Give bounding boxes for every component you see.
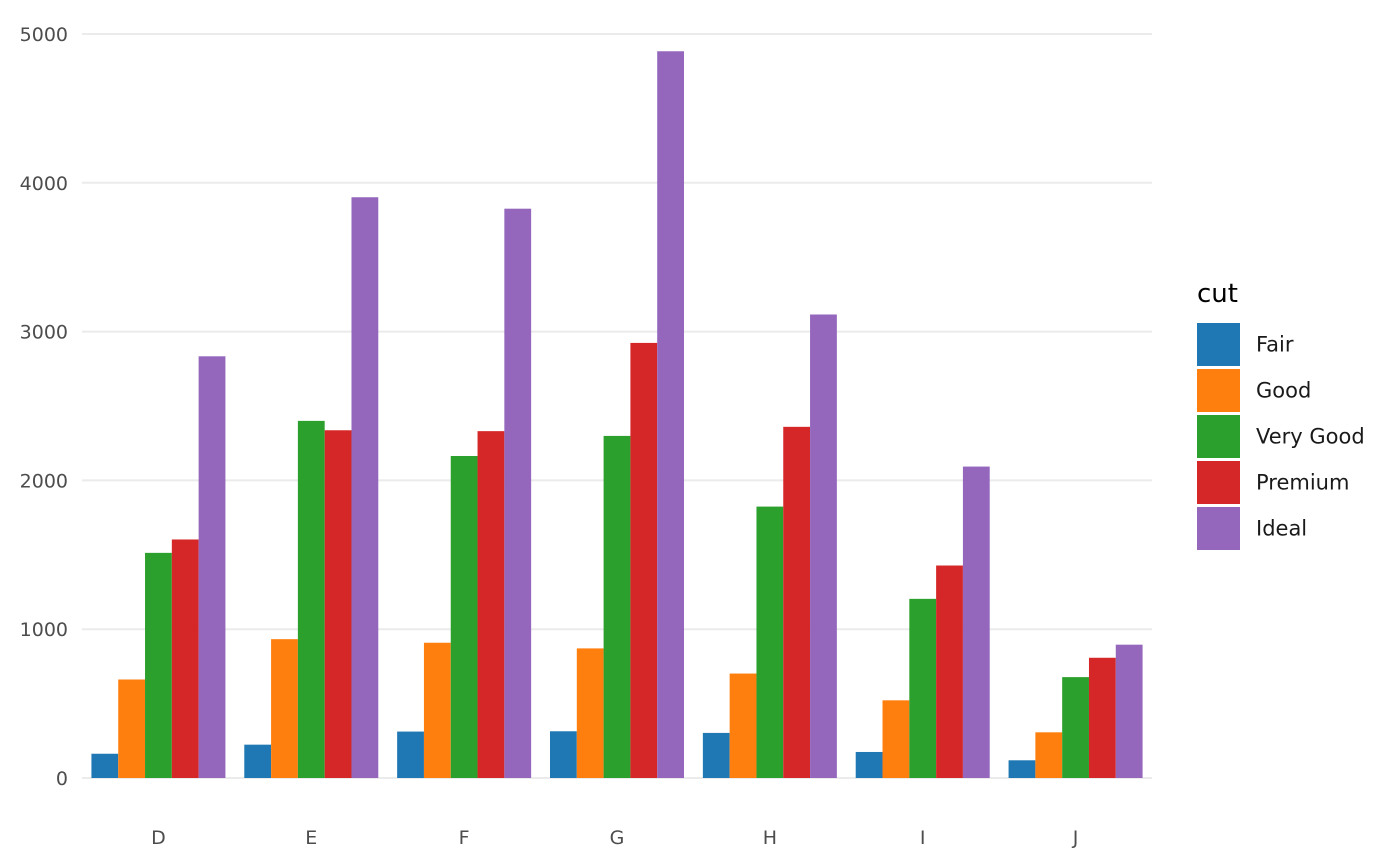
legend-label: Very Good [1256, 425, 1365, 449]
bar-very-good-e [297, 420, 325, 778]
bar-ideal-d [198, 356, 226, 778]
bar-very-good-j [1062, 677, 1089, 778]
bar-fair-j [1008, 760, 1036, 778]
legend-key-very-good [1197, 415, 1240, 458]
x-tick-label: E [305, 827, 317, 849]
legend-label: Good [1256, 379, 1311, 403]
legend-key-premium [1197, 461, 1240, 504]
x-tick-label: F [459, 827, 470, 849]
bar-fair-d [91, 753, 119, 778]
bar-ideal-j [1115, 644, 1143, 778]
bar-ideal-h [810, 314, 837, 778]
bar-good-i [882, 700, 910, 778]
bar-very-good-g [603, 435, 631, 778]
legend-key-ideal [1197, 507, 1240, 550]
legend-label: Ideal [1256, 517, 1307, 541]
bar-good-f [423, 642, 451, 778]
x-axis: D E F G H I J [151, 827, 1078, 849]
y-tick-label: 4000 [20, 173, 68, 195]
x-tick-label: D [151, 827, 166, 849]
legend: cut Fair Good Very Good Premium Ideal [1197, 279, 1365, 550]
bar-premium-i [936, 565, 963, 778]
bar-ideal-g [657, 51, 684, 778]
bar-fair-f [397, 731, 424, 778]
bar-premium-f [477, 431, 505, 778]
bar-good-g [576, 648, 604, 778]
bar-good-h [729, 673, 757, 778]
bar-premium-h [783, 426, 811, 778]
legend-label: Fair [1256, 333, 1294, 357]
bar-premium-e [324, 430, 352, 778]
y-tick-label: 3000 [20, 322, 68, 344]
y-tick-label: 2000 [20, 470, 68, 492]
bar-ideal-f [504, 208, 532, 779]
y-tick-label: 0 [56, 768, 68, 790]
bar-good-e [271, 639, 298, 778]
bar-very-good-f [450, 455, 478, 778]
bar-good-d [118, 679, 146, 778]
bar-fair-i [855, 751, 883, 778]
x-tick-label: J [1072, 827, 1079, 849]
bars [91, 51, 1143, 779]
legend-key-fair [1197, 323, 1240, 366]
bar-good-j [1035, 732, 1063, 778]
y-axis: 0 1000 2000 3000 4000 5000 [20, 24, 68, 790]
y-tick-label: 1000 [20, 619, 68, 641]
bar-very-good-i [909, 598, 937, 778]
bar-very-good-d [145, 552, 172, 778]
y-tick-label: 5000 [20, 24, 68, 46]
x-tick-label: I [920, 827, 926, 849]
x-tick-label: G [610, 827, 625, 849]
x-tick-label: H [763, 827, 777, 849]
bar-fair-g [550, 731, 577, 778]
bar-very-good-h [756, 506, 784, 778]
bar-premium-j [1088, 657, 1116, 778]
legend-label: Premium [1256, 471, 1349, 495]
bar-fair-e [244, 744, 272, 778]
bar-premium-g [630, 342, 658, 778]
bar-premium-d [171, 539, 199, 778]
legend-key-good [1197, 369, 1240, 412]
bar-fair-h [702, 732, 730, 778]
legend-title: cut [1197, 279, 1238, 309]
bar-ideal-e [351, 197, 379, 779]
bar-ideal-i [962, 466, 990, 778]
